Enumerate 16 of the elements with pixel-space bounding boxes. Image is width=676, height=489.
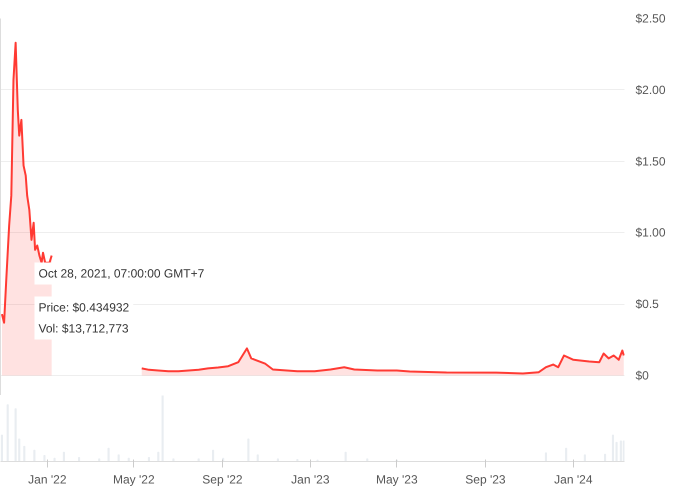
y-tick-label: $2.50: [636, 12, 666, 26]
y-tick-label: $0: [636, 368, 650, 383]
x-tick-label: May '23: [376, 472, 418, 486]
y-tick-label: $1.00: [636, 226, 666, 240]
x-tick-label: Jan '24: [554, 472, 593, 486]
annotation: Vol: $13,712,773: [38, 322, 129, 336]
x-tick-label: Jan '23: [291, 472, 330, 486]
y-tick-label: $1.50: [636, 154, 666, 168]
x-tick-label: May '22: [112, 472, 155, 486]
annotation: Price: $0.434932: [38, 300, 130, 314]
x-tick-label: Jan '22: [28, 472, 67, 486]
annotation: Oct 28, 2021, 07:00:00 GMT+7: [38, 266, 205, 280]
y-tick-label: $2.00: [636, 82, 666, 97]
x-tick-label: Sep '23: [465, 472, 506, 486]
y-tick-label: $0.5: [636, 297, 660, 312]
x-tick-label: Sep '22: [202, 472, 243, 486]
